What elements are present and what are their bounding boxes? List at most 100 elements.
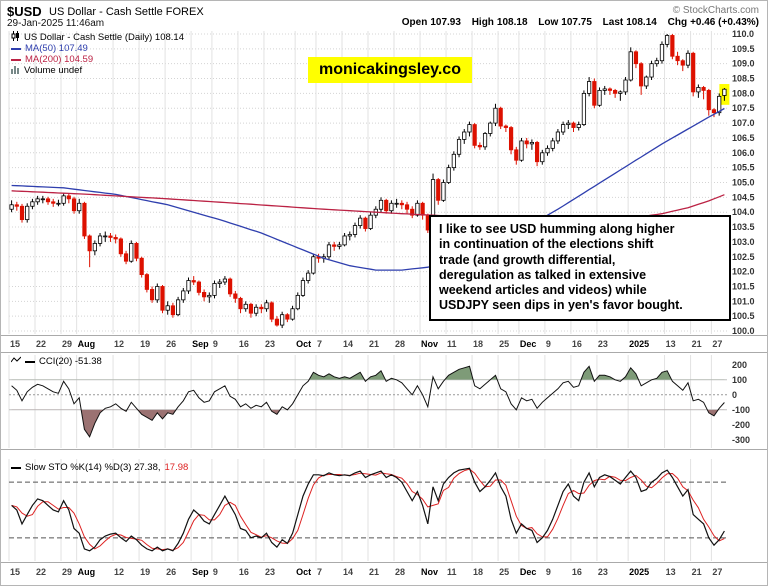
- svg-text:108.0: 108.0: [732, 88, 755, 98]
- svg-text:108.5: 108.5: [732, 74, 755, 84]
- volume-legend-label: Volume undef: [24, 65, 83, 76]
- quote-value: +0.46 (+0.43%): [690, 17, 759, 28]
- svg-text:103.0: 103.0: [732, 237, 755, 247]
- svg-text:9: 9: [546, 567, 551, 577]
- cci-line-icon: [25, 360, 35, 363]
- svg-text:Nov: Nov: [421, 339, 438, 349]
- ma50-legend-label: MA(50) 107.49: [25, 43, 88, 54]
- chart-title: US Dollar - Cash Settle FOREX: [49, 6, 204, 18]
- svg-text:2025: 2025: [629, 567, 649, 577]
- svg-text:Oct: Oct: [296, 567, 311, 577]
- svg-text:18: 18: [473, 567, 483, 577]
- quote-label: High: [471, 17, 494, 28]
- cci-legend-label: CCI(20) -51.38: [39, 356, 102, 367]
- svg-text:13: 13: [666, 339, 676, 349]
- svg-text:22: 22: [36, 567, 46, 577]
- cci-legend: CCI(20) -51.38: [10, 356, 102, 367]
- svg-text:21: 21: [369, 339, 379, 349]
- svg-text:109.5: 109.5: [732, 44, 755, 54]
- svg-text:15: 15: [10, 567, 20, 577]
- svg-text:103.5: 103.5: [732, 222, 755, 232]
- svg-text:2025: 2025: [629, 339, 649, 349]
- svg-text:-200: -200: [732, 420, 750, 430]
- svg-text:105.0: 105.0: [732, 178, 755, 188]
- svg-text:25: 25: [499, 567, 509, 577]
- svg-text:11: 11: [447, 567, 457, 577]
- svg-text:28: 28: [395, 339, 405, 349]
- quote-value: 108.18: [496, 17, 528, 28]
- svg-text:Nov: Nov: [421, 567, 438, 577]
- candlestick-icon: [11, 31, 20, 44]
- chart-datetime: 29-Jan-2025 11:46am: [7, 18, 105, 29]
- svg-text:29: 29: [62, 339, 72, 349]
- svg-text:23: 23: [265, 567, 275, 577]
- ma200-legend-label: MA(200) 104.59: [25, 54, 94, 65]
- svg-text:25: 25: [499, 339, 509, 349]
- sto-d-value: 17.98: [164, 462, 189, 473]
- svg-text:102.5: 102.5: [732, 252, 755, 262]
- svg-text:9: 9: [213, 567, 218, 577]
- svg-text:23: 23: [265, 339, 275, 349]
- watermark-label: monicakingsley.co: [308, 57, 472, 83]
- quote-label: Open: [401, 17, 428, 28]
- quote-label: Last: [602, 17, 624, 28]
- svg-text:22: 22: [36, 339, 46, 349]
- svg-text:101.5: 101.5: [732, 281, 755, 291]
- svg-text:12: 12: [114, 339, 124, 349]
- svg-text:16: 16: [239, 567, 249, 577]
- sto-k-line-icon: [11, 466, 21, 469]
- series-legend-label: US Dollar - Cash Settle (Daily) 108.14: [24, 32, 184, 43]
- quote-label: Low: [538, 17, 559, 28]
- svg-text:101.0: 101.0: [732, 296, 755, 306]
- svg-text:26: 26: [166, 339, 176, 349]
- svg-text:9: 9: [213, 339, 218, 349]
- svg-text:7: 7: [317, 567, 322, 577]
- svg-text:27: 27: [712, 567, 722, 577]
- svg-text:21: 21: [692, 339, 702, 349]
- svg-text:9: 9: [546, 339, 551, 349]
- svg-text:104.5: 104.5: [732, 192, 755, 202]
- svg-text:109.0: 109.0: [732, 59, 755, 69]
- svg-text:29: 29: [62, 567, 72, 577]
- svg-text:Oct: Oct: [296, 339, 311, 349]
- svg-text:19: 19: [140, 567, 150, 577]
- ticker-symbol: $USD: [7, 4, 42, 19]
- sto-legend-label: Slow STO %K(14) %D(3) 27.38,: [25, 462, 161, 473]
- svg-text:18: 18: [473, 339, 483, 349]
- copyright-label: © StockCharts.com: [672, 5, 759, 16]
- svg-text:16: 16: [239, 339, 249, 349]
- svg-text:100.0: 100.0: [732, 326, 755, 336]
- svg-text:0: 0: [732, 390, 737, 400]
- svg-text:Aug: Aug: [78, 567, 96, 577]
- svg-text:14: 14: [343, 339, 353, 349]
- svg-text:-100: -100: [732, 405, 750, 415]
- svg-text:107.0: 107.0: [732, 118, 755, 128]
- ma200-line-icon: [11, 58, 21, 61]
- svg-text:200: 200: [732, 360, 747, 370]
- svg-text:-300: -300: [732, 435, 750, 445]
- quote-value: 108.14: [626, 17, 657, 28]
- svg-text:105.5: 105.5: [732, 163, 755, 173]
- svg-text:15: 15: [10, 339, 20, 349]
- svg-text:14: 14: [343, 567, 353, 577]
- svg-text:21: 21: [692, 567, 702, 577]
- svg-text:23: 23: [598, 567, 608, 577]
- sto-legend: Slow STO %K(14) %D(3) 27.38, 17.98: [11, 462, 188, 473]
- svg-text:100.5: 100.5: [732, 311, 755, 321]
- svg-text:26: 26: [166, 567, 176, 577]
- svg-text:19: 19: [140, 339, 150, 349]
- quote-strip: Open 107.93 High 108.18 Low 107.75 Last 108.…: [394, 17, 759, 28]
- volume-bars-icon: [11, 65, 20, 77]
- svg-text:106.5: 106.5: [732, 133, 755, 143]
- svg-text:Dec: Dec: [520, 339, 537, 349]
- svg-text:107.5: 107.5: [732, 103, 755, 113]
- indicator-squiggle-icon: [10, 356, 22, 367]
- svg-text:Aug: Aug: [78, 339, 96, 349]
- svg-text:110.0: 110.0: [732, 29, 754, 39]
- ma50-line-icon: [11, 47, 21, 50]
- svg-text:13: 13: [666, 567, 676, 577]
- quote-label: Chg: [667, 17, 688, 28]
- main-chart-legend: US Dollar - Cash Settle (Daily) 108.14 M…: [11, 31, 184, 77]
- svg-text:16: 16: [572, 339, 582, 349]
